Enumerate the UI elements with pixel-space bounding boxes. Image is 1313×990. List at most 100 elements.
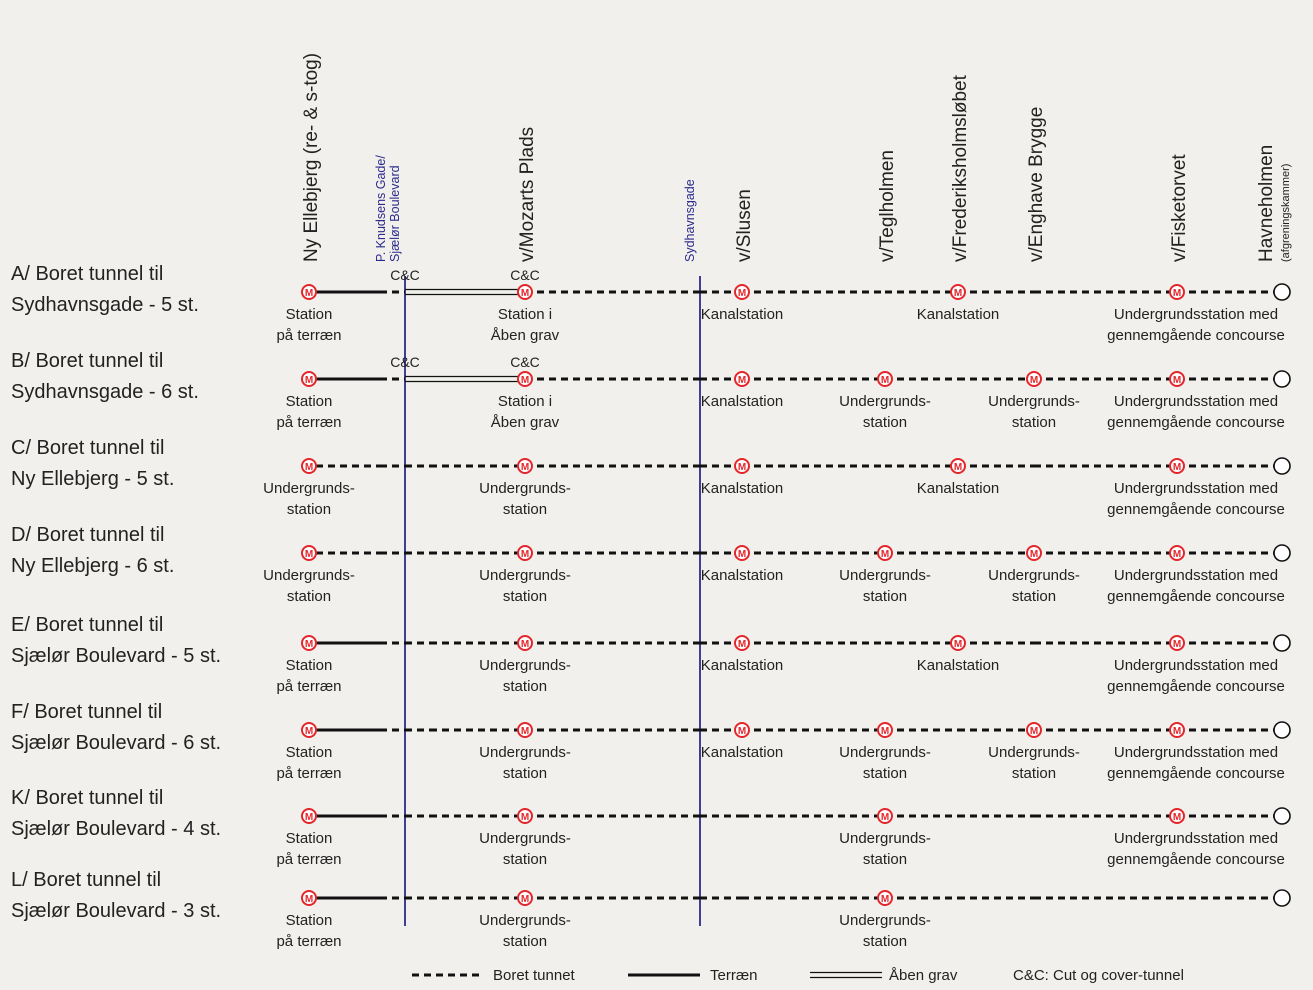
station-caption: Kanalstation bbox=[701, 657, 784, 674]
cc-label: C&C bbox=[510, 354, 540, 370]
metro-symbol: M bbox=[305, 639, 313, 650]
branch-chamber-icon bbox=[1273, 807, 1291, 825]
cc-label: C&C bbox=[390, 354, 420, 370]
metro-station-fisketorvet: M Undergrundsstation med gennemgående conc… bbox=[1107, 371, 1285, 431]
metro-symbol: M bbox=[738, 288, 746, 299]
metro-icon bbox=[950, 635, 966, 651]
track-open-cut bbox=[430, 375, 525, 383]
metro-icon bbox=[1026, 371, 1042, 387]
branch-chamber-icon bbox=[1273, 457, 1291, 475]
metro-symbol: M bbox=[881, 894, 889, 905]
metro-icon bbox=[950, 284, 966, 300]
row-title: Sjælør Boulevard - 6 st. bbox=[11, 732, 221, 754]
station-caption: Undergrunds- bbox=[988, 744, 1080, 761]
metro-station-fisketorvet: M Undergrundsstation med gennemgående conc… bbox=[1107, 545, 1285, 605]
station-caption: station bbox=[1012, 414, 1056, 431]
metro-symbol: M bbox=[305, 812, 313, 823]
column-header-havneholmen: Havneholmen (afgreningskammer) bbox=[1256, 145, 1292, 262]
metro-icon bbox=[301, 890, 317, 906]
divider-pknudsen: P. Knudsens Gade/Sjælør Boulevard bbox=[374, 155, 406, 926]
station-caption: Kanalstation bbox=[701, 480, 784, 497]
station-caption: Station i bbox=[498, 393, 552, 410]
metro-station-teglholmen: M Undergrunds-station bbox=[839, 545, 931, 605]
row-title: Sjælør Boulevard - 4 st. bbox=[11, 818, 221, 840]
station-caption: på terræn bbox=[276, 851, 341, 868]
metro-symbol: M bbox=[738, 549, 746, 560]
station-caption: Kanalstation bbox=[701, 567, 784, 584]
alternative-row: K/ Boret tunnel til Sjælør Boulevard - 4 … bbox=[11, 787, 1291, 868]
metro-station-enghave: M Undergrunds-station bbox=[988, 545, 1080, 605]
metro-icon bbox=[1026, 545, 1042, 561]
metro-symbol: M bbox=[1030, 549, 1038, 560]
alternative-row: D/ Boret tunnel til Ny Ellebjerg - 6 st. M… bbox=[11, 524, 1291, 605]
station-caption: Station bbox=[286, 744, 333, 761]
station-caption: station bbox=[863, 414, 907, 431]
station-caption: Station bbox=[286, 912, 333, 929]
station-caption: Station bbox=[286, 657, 333, 674]
metro-icon bbox=[301, 635, 317, 651]
metro-symbol: M bbox=[1030, 726, 1038, 737]
legend-terrain: Terræn bbox=[710, 967, 758, 984]
row-title: Sydhavnsgade - 5 st. bbox=[11, 294, 199, 316]
station-caption: Undergrunds- bbox=[988, 393, 1080, 410]
station-caption: station bbox=[503, 501, 547, 518]
metro-symbol: M bbox=[738, 726, 746, 737]
metro-station-ny-ellebjerg: M Undergrunds-station bbox=[263, 545, 355, 605]
metro-symbol: M bbox=[881, 375, 889, 386]
metro-icon bbox=[877, 545, 893, 561]
metro-icon bbox=[877, 371, 893, 387]
station-caption: Undergrunds- bbox=[839, 744, 931, 761]
metro-station-ny-ellebjerg: M Undergrunds-station bbox=[263, 458, 355, 518]
metro-icon bbox=[1169, 722, 1185, 738]
track-open-cut bbox=[405, 375, 430, 383]
legend: Boret tunnet Terræn Åben grav C&C: Cut og c… bbox=[412, 967, 1184, 984]
station-caption: Kanalstation bbox=[701, 306, 784, 323]
station-caption: Åben grav bbox=[491, 414, 560, 431]
legend-cc: C&C: Cut og cover-tunnel bbox=[1013, 967, 1184, 984]
station-caption: Undergrunds- bbox=[479, 657, 571, 674]
metro-station-teglholmen: M Undergrunds-station bbox=[839, 808, 931, 868]
track-open-cut bbox=[405, 288, 430, 296]
metro-station-enghave: M Undergrunds-station bbox=[988, 371, 1080, 431]
metro-icon bbox=[301, 371, 317, 387]
metro-station-slusen: M Kanalstation bbox=[701, 722, 783, 761]
station-caption: på terræn bbox=[276, 765, 341, 782]
metro-station-slusen: M Kanalstation bbox=[701, 458, 784, 497]
station-caption: Station bbox=[286, 393, 333, 410]
alternative-row: F/ Boret tunnel til Sjælør Boulevard - 6 … bbox=[11, 701, 1291, 782]
station-caption: station bbox=[287, 588, 331, 605]
metro-symbol: M bbox=[305, 549, 313, 560]
row-title: D/ Boret tunnel til bbox=[11, 524, 164, 546]
metro-icon bbox=[517, 808, 533, 824]
alternative-row: A/ Boret tunnel til Sydhavnsgade - 5 st. C… bbox=[11, 263, 1291, 344]
station-caption: Kanalstation bbox=[917, 306, 1000, 323]
metro-icon bbox=[734, 284, 750, 300]
divider-sydhavnsgade: Sydhavnsgade bbox=[683, 179, 701, 926]
station-caption: gennemgående concourse bbox=[1107, 327, 1285, 344]
row-title: Sydhavnsgade - 6 st. bbox=[11, 381, 199, 403]
station-caption: gennemgående concourse bbox=[1107, 678, 1285, 695]
column-label: v/Slusen bbox=[734, 189, 755, 262]
station-caption: Undergrundsstation med bbox=[1114, 744, 1278, 761]
metro-symbol: M bbox=[881, 549, 889, 560]
station-caption: station bbox=[503, 851, 547, 868]
branch-chamber-icon bbox=[1273, 544, 1291, 562]
metro-symbol: M bbox=[1173, 639, 1181, 650]
metro-station-slusen: M Kanalstation bbox=[701, 284, 784, 323]
row-title: C/ Boret tunnel til bbox=[11, 437, 164, 459]
metro-symbol: M bbox=[521, 462, 529, 473]
legend-open: Åben grav bbox=[889, 967, 958, 984]
metro-symbol: M bbox=[1173, 375, 1181, 386]
station-caption: Undergrunds- bbox=[479, 830, 571, 847]
column-header-enghave: v/Enghave Brygge bbox=[1026, 107, 1047, 262]
column-label: v/Teglholmen bbox=[877, 150, 898, 262]
column-label: Ny Ellebjerg (re- & s-tog) bbox=[301, 53, 322, 262]
column-header-frederiksholm: v/Frederiksholmsløbet bbox=[950, 74, 971, 262]
station-caption: gennemgående concourse bbox=[1107, 414, 1285, 431]
metro-station-fisketorvet: M Undergrundsstation med gennemgående conc… bbox=[1107, 458, 1285, 518]
metro-symbol: M bbox=[738, 375, 746, 386]
metro-icon bbox=[517, 545, 533, 561]
metro-station-ny-ellebjerg: M Station på terræn bbox=[276, 371, 342, 431]
station-caption: Undergrunds- bbox=[839, 393, 931, 410]
metro-station-slusen: M Kanalstation bbox=[701, 635, 784, 674]
